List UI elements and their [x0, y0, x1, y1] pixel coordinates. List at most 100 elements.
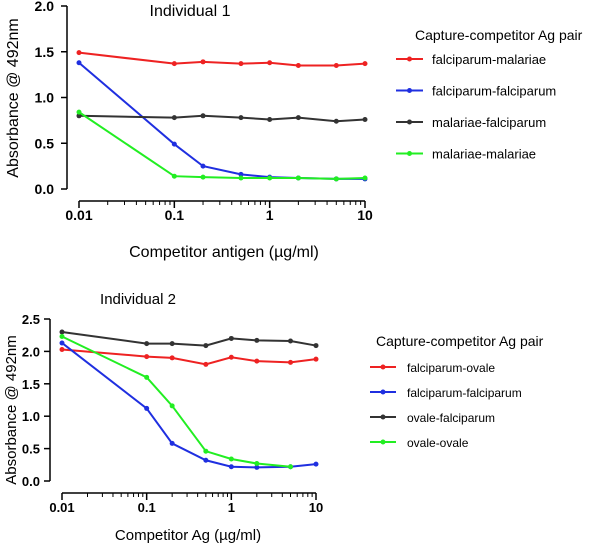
series-line	[78, 51, 366, 67]
data-point	[171, 115, 177, 121]
data-point	[362, 175, 368, 181]
data-point	[59, 333, 65, 339]
y-tick-label: 1.0	[35, 90, 55, 106]
data-point	[171, 141, 177, 147]
chart-individual-2: Individual 2 Absorbance @ 492nm Competit…	[3, 291, 544, 544]
legend-marker	[407, 56, 412, 62]
data-point	[203, 343, 209, 349]
data-point	[254, 358, 260, 364]
data-point	[169, 355, 175, 361]
data-point	[171, 61, 177, 67]
data-point	[288, 338, 294, 344]
data-point	[313, 356, 319, 362]
data-point	[59, 329, 65, 335]
series-line	[61, 335, 291, 468]
data-point	[59, 340, 65, 346]
legend-marker	[380, 439, 386, 445]
data-point	[267, 116, 273, 122]
data-point	[144, 354, 150, 360]
y-axis-label: Absorbance @ 492nm	[5, 18, 22, 177]
legend-label: falciparum-falciparum	[432, 84, 556, 99]
legend-label: falciparum-ovale	[407, 361, 495, 375]
data-point	[169, 403, 175, 409]
data-point	[333, 62, 339, 68]
data-point	[203, 457, 209, 463]
data-marks	[76, 50, 368, 182]
data-point	[238, 171, 244, 177]
data-point	[169, 341, 175, 347]
data-point	[200, 113, 206, 119]
data-point	[333, 118, 339, 124]
data-point	[313, 343, 319, 349]
legend-title: Capture-competitor Ag pair	[415, 27, 583, 43]
legend-label: ovale-ovale	[407, 436, 469, 450]
data-point	[295, 115, 301, 121]
y-tick-label: 2.0	[35, 0, 55, 14]
data-point	[362, 116, 368, 122]
data-point	[59, 346, 65, 352]
x-tick-label: 0.1	[138, 500, 156, 515]
data-point	[203, 361, 209, 367]
data-point	[254, 461, 260, 467]
series-line	[61, 330, 317, 347]
data-point	[169, 440, 175, 446]
data-point	[288, 359, 294, 365]
x-tick-label: 1	[266, 207, 274, 223]
data-point	[333, 176, 339, 182]
y-tick-label: 2.0	[22, 344, 40, 359]
x-tick-label: 0.01	[65, 207, 92, 223]
y-tick-label: 1.5	[22, 377, 40, 392]
data-point	[144, 341, 150, 347]
data-point	[228, 354, 234, 360]
legend: falciparum-malariae falciparum-falciparum…	[396, 52, 556, 162]
data-point	[203, 448, 209, 454]
axes: 0.0 0.5 1.0 1.5 2.0 0.01 0.1 1 10	[35, 0, 373, 223]
data-point	[76, 60, 82, 66]
legend-marker	[380, 414, 386, 420]
legend-marker	[407, 88, 412, 93]
y-axis-label: Absorbance @ 492nm	[3, 335, 20, 484]
data-point	[254, 337, 260, 343]
data-point	[144, 374, 150, 380]
legend-label: ovale-falciparum	[407, 411, 495, 425]
data-point	[238, 115, 244, 121]
data-point	[295, 175, 301, 181]
y-tick-label: 0.0	[35, 181, 55, 197]
data-point	[76, 113, 82, 119]
data-point	[313, 461, 319, 467]
data-point	[295, 62, 301, 68]
legend-marker	[407, 119, 412, 125]
data-point	[288, 464, 294, 470]
data-point	[200, 59, 206, 65]
axes: 0.0 0.5 1.0 1.5 2.0 2.5 0.01 0.1 1 10	[22, 312, 323, 515]
data-point	[171, 173, 177, 179]
chart-individual-1: Individual 1 Absorbance @ 492nm Competit…	[5, 0, 583, 261]
x-axis-label: Competitor Ag (µg/ml)	[115, 527, 261, 544]
data-point	[76, 50, 82, 56]
data-point	[200, 163, 206, 169]
legend-marker	[380, 364, 386, 370]
data-point	[200, 174, 206, 180]
data-point	[238, 61, 244, 67]
data-point	[228, 456, 234, 462]
data-point	[267, 175, 273, 181]
legend-title: Capture-competitor Ag pair	[376, 333, 544, 349]
x-tick-label: 10	[309, 500, 323, 515]
x-tick-label: 0.1	[165, 207, 185, 223]
legend-marker	[407, 151, 412, 156]
legend: falciparum-ovale falciparum-falciparum ova…	[370, 361, 522, 450]
data-point	[254, 464, 260, 470]
y-tick-label: 1.0	[22, 409, 40, 424]
data-point	[228, 335, 234, 341]
x-tick-label: 1	[228, 500, 235, 515]
data-point	[267, 60, 273, 66]
legend-label: malariae-falciparum	[432, 115, 546, 130]
data-point	[238, 175, 244, 181]
legend-label: malariae-malariae	[432, 147, 536, 162]
y-tick-label: 1.5	[35, 44, 55, 60]
data-point	[228, 464, 234, 470]
series-line	[61, 348, 317, 366]
chart-title: Individual 2	[100, 291, 176, 308]
legend-label: falciparum-malariae	[432, 52, 546, 67]
